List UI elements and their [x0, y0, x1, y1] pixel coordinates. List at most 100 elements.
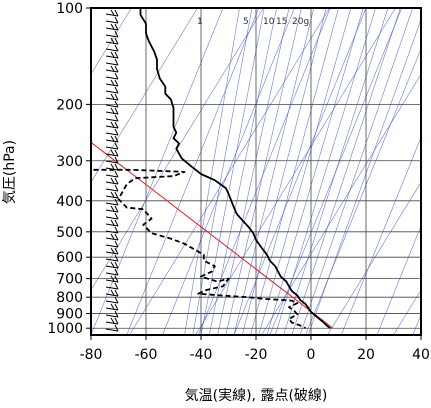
- mixing-ratio-label: 10: [263, 17, 275, 27]
- y-tick-label: 600: [56, 250, 83, 266]
- saturated-adiabat-line: [269, 8, 403, 335]
- x-tick-label: 40: [412, 347, 430, 363]
- mixing-ratio-label: 15: [276, 17, 287, 27]
- saturated-adiabat-line: [376, 225, 421, 335]
- dry-adiabat-line: [129, 8, 330, 335]
- wind-barb-flag: [114, 114, 119, 122]
- wind-barb-staff: [105, 62, 119, 66]
- x-tick-label: -60: [135, 347, 158, 363]
- wind-barb-flag: [114, 191, 119, 199]
- wind-barb-flag: [110, 135, 115, 142]
- wind-barb-staff: [105, 97, 119, 101]
- wind-barb-staff: [105, 69, 119, 73]
- wind-barb-flag: [114, 324, 119, 332]
- wind-barb-flag: [114, 128, 119, 136]
- wind-barb-staff: [105, 188, 119, 192]
- wind-barb-flag: [114, 30, 119, 38]
- dry-adiabat-line: [91, 8, 198, 183]
- dry-adiabat-line: [261, 73, 421, 335]
- wind-barb-staff: [105, 265, 119, 269]
- wind-barb-staff: [105, 139, 119, 143]
- wind-barb-staff: [105, 321, 119, 325]
- x-axis-label: 気温(実線), 露点(破線): [185, 388, 328, 404]
- wind-barb-flag: [114, 212, 119, 220]
- wind-barb-flag: [114, 219, 119, 227]
- isotherm-line: [217, 8, 290, 335]
- wind-barb-flag: [114, 177, 119, 185]
- wind-barb-staff: [105, 111, 119, 115]
- wind-barb-staff: [105, 160, 119, 164]
- isotherm-line: [192, 8, 253, 335]
- y-tick-label: 900: [56, 307, 83, 323]
- wind-barb-staff: [105, 230, 119, 234]
- wind-barb-flag: [114, 261, 119, 269]
- y-tick-label: 700: [56, 272, 83, 288]
- wind-barb-flag: [114, 184, 119, 192]
- wind-barb-staff: [105, 209, 119, 213]
- wind-barb-staff: [105, 181, 119, 185]
- wind-barb-flag: [114, 170, 119, 178]
- wind-barb-staff: [105, 258, 119, 262]
- wind-barb-staff: [105, 244, 119, 248]
- isotherm-line: [184, 8, 240, 335]
- wind-barb-flag: [110, 275, 115, 282]
- wind-barb-flag: [114, 296, 119, 304]
- isotherm-line: [200, 8, 265, 335]
- isotherm-line: [266, 8, 364, 335]
- isotherm-line: [258, 8, 352, 335]
- wind-barb-flag: [114, 135, 119, 143]
- isotherm-line: [307, 18, 421, 335]
- wind-barb-flag: [114, 86, 119, 94]
- wind-barb-flag: [110, 149, 115, 156]
- wind-barb-flag: [110, 177, 115, 184]
- wind-barb-flag: [110, 205, 115, 212]
- wind-barb-flag: [110, 51, 115, 58]
- wind-barb-staff: [105, 83, 119, 87]
- wind-barb-staff: [105, 27, 119, 31]
- wind-barb-staff: [105, 118, 119, 122]
- wind-barb-flag: [114, 9, 119, 17]
- wind-barb-staff: [105, 202, 119, 206]
- wind-barb-flag: [114, 65, 119, 73]
- wind-barb-staff: [105, 41, 119, 45]
- wind-barb-staff: [105, 195, 119, 199]
- wind-barb-staff: [105, 90, 119, 94]
- wind-barb-flag: [114, 303, 119, 311]
- wind-barb-flag: [114, 163, 119, 171]
- wind-barb-flag: [114, 16, 119, 24]
- dry-adiabat-line: [91, 8, 264, 291]
- wind-barb-staff: [105, 174, 119, 178]
- wind-barb-staff: [105, 34, 119, 38]
- wind-barb-flag: [114, 254, 119, 262]
- dry-adiabat-line: [195, 8, 396, 335]
- wind-barb-staff: [105, 167, 119, 171]
- temperature-profile-line: [139, 8, 331, 329]
- wind-barb-flag: [114, 226, 119, 234]
- wind-barb-flag: [114, 23, 119, 31]
- wind-barb-flag: [110, 289, 115, 296]
- y-tick-label: 800: [56, 290, 83, 306]
- wind-barb-flag: [114, 121, 119, 129]
- wind-barb-staff: [105, 76, 119, 80]
- dry-adiabat-line: [91, 8, 132, 75]
- wind-barb-flag: [114, 37, 119, 45]
- x-tick-label: -20: [245, 347, 268, 363]
- wind-barb-flag: [110, 317, 115, 324]
- isotherm-line: [299, 8, 414, 335]
- wind-barb-flag: [110, 37, 115, 44]
- y-axis-label: 気圧(hPa): [2, 140, 18, 204]
- wind-barb-flag: [114, 72, 119, 80]
- wind-barb-staff: [105, 286, 119, 290]
- wind-barb-flag: [110, 9, 115, 16]
- wind-barb-flag: [114, 51, 119, 59]
- wind-barb-flag: [114, 233, 119, 241]
- wind-barb-staff: [105, 104, 119, 108]
- isotherm-line: [250, 8, 339, 335]
- wind-barb-flag: [110, 219, 115, 226]
- wind-barb-flag: [110, 23, 115, 30]
- wind-barb-staff: [105, 216, 119, 220]
- wind-barb-flag: [110, 79, 115, 86]
- wind-barb-flag: [114, 100, 119, 108]
- saturated-adiabat-line: [305, 48, 421, 335]
